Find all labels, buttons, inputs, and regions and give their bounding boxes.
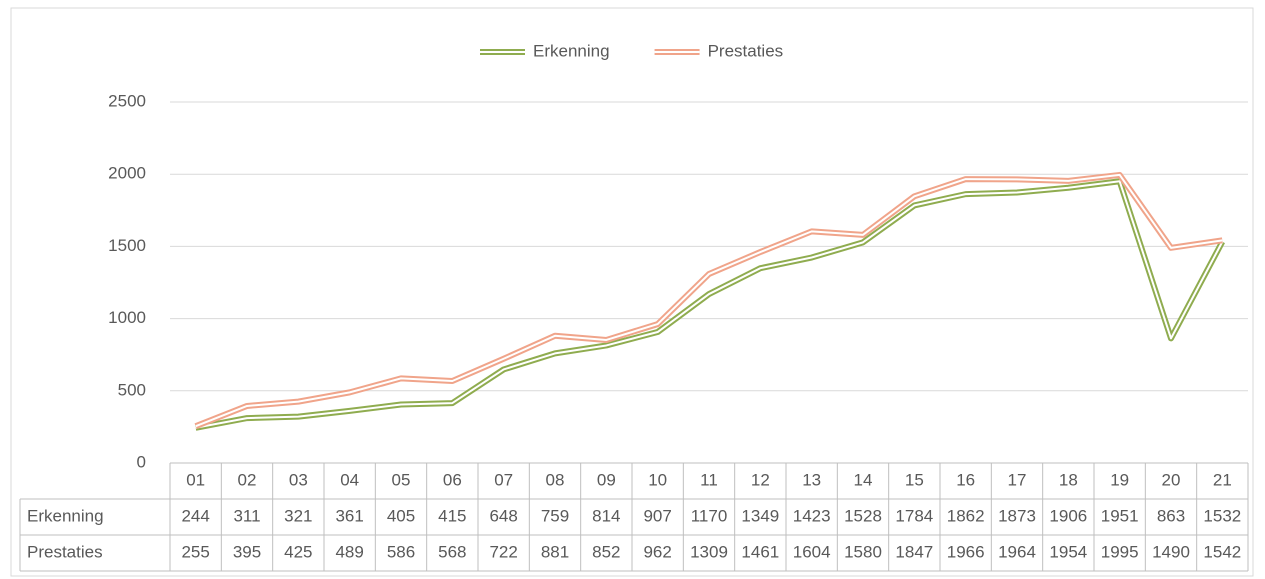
x-tick-label: 21 — [1213, 470, 1232, 489]
y-tick-label: 0 — [137, 452, 146, 471]
x-tick-label: 06 — [443, 470, 462, 489]
table-value: 489 — [335, 542, 363, 561]
table-value: 1528 — [844, 506, 882, 525]
x-tick-label: 09 — [597, 470, 616, 489]
table-value: 1170 — [691, 506, 728, 525]
table-value: 648 — [489, 506, 517, 525]
table-value: 405 — [387, 506, 415, 525]
table-value: 568 — [438, 542, 466, 561]
x-tick-label: 19 — [1110, 470, 1129, 489]
table-value: 962 — [643, 542, 671, 561]
x-tick-label: 07 — [494, 470, 513, 489]
x-tick-label: 15 — [905, 470, 924, 489]
x-tick-label: 03 — [289, 470, 308, 489]
x-tick-label: 14 — [854, 470, 873, 489]
table-value: 1604 — [793, 542, 831, 561]
x-tick-label: 08 — [546, 470, 565, 489]
table-value: 1951 — [1101, 506, 1139, 525]
x-tick-label: 17 — [1008, 470, 1027, 489]
x-tick-label: 10 — [648, 470, 667, 489]
x-tick-label: 01 — [186, 470, 205, 489]
table-value: 852 — [592, 542, 620, 561]
series-line-inner — [195, 173, 1223, 428]
table-value: 311 — [233, 506, 260, 525]
table-value: 1580 — [844, 542, 882, 561]
series-line-inner — [195, 180, 1224, 429]
x-tick-label: 11 — [700, 470, 718, 489]
x-tick-label: 12 — [751, 470, 770, 489]
y-tick-label: 2500 — [108, 91, 146, 110]
table-value: 1862 — [947, 506, 985, 525]
table-value: 722 — [489, 542, 517, 561]
table-value: 907 — [643, 506, 671, 525]
table-value: 1309 — [690, 542, 728, 561]
table-value: 1966 — [947, 542, 985, 561]
legend-label: Erkenning — [533, 41, 610, 60]
table-value: 321 — [284, 506, 312, 525]
table-value: 1490 — [1152, 542, 1190, 561]
x-tick-label: 18 — [1059, 470, 1078, 489]
x-tick-label: 13 — [802, 470, 821, 489]
table-value: 255 — [181, 542, 209, 561]
table-value: 1995 — [1101, 542, 1139, 561]
table-value: 415 — [438, 506, 466, 525]
table-series-label: Erkenning — [27, 506, 104, 525]
table-value: 1906 — [1049, 506, 1087, 525]
table-value: 814 — [592, 506, 620, 525]
y-tick-label: 1500 — [108, 236, 146, 255]
table-value: 244 — [181, 506, 209, 525]
x-tick-label: 20 — [1162, 470, 1181, 489]
y-tick-label: 1000 — [108, 308, 146, 327]
table-value: 1542 — [1203, 542, 1241, 561]
table-value: 425 — [284, 542, 312, 561]
x-tick-label: 16 — [956, 470, 975, 489]
table-value: 586 — [387, 542, 415, 561]
legend-label: Prestaties — [708, 41, 784, 60]
table-value: 1847 — [895, 542, 933, 561]
table-value: 1784 — [895, 506, 933, 525]
table-value: 863 — [1157, 506, 1185, 525]
table-value: 1349 — [741, 506, 779, 525]
table-value: 1532 — [1203, 506, 1241, 525]
y-tick-label: 500 — [118, 380, 146, 399]
x-tick-label: 04 — [340, 470, 359, 489]
table-value: 1873 — [998, 506, 1036, 525]
table-value: 1423 — [793, 506, 831, 525]
table-value: 881 — [541, 542, 569, 561]
table-value: 395 — [233, 542, 261, 561]
table-value: 361 — [335, 506, 363, 525]
x-tick-label: 05 — [392, 470, 411, 489]
table-series-label: Prestaties — [27, 542, 103, 561]
x-tick-label: 02 — [238, 470, 257, 489]
table-value: 759 — [541, 506, 569, 525]
y-tick-label: 2000 — [108, 164, 146, 183]
table-value: 1954 — [1049, 542, 1087, 561]
table-value: 1461 — [741, 542, 779, 561]
table-value: 1964 — [998, 542, 1036, 561]
